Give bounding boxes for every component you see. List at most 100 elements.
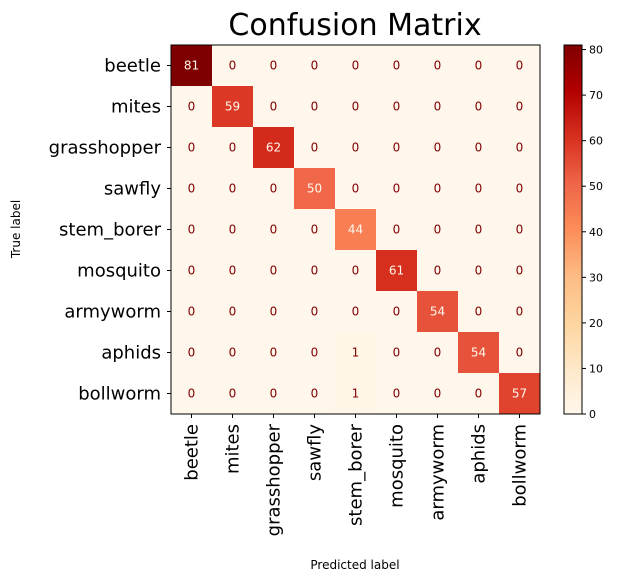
- cell-value: 0: [434, 182, 442, 196]
- matrix-cell: [335, 168, 377, 210]
- matrix-cell: [294, 291, 336, 333]
- matrix-cell: [294, 127, 336, 169]
- colorbar: [563, 44, 583, 415]
- cell-value: 0: [311, 305, 319, 319]
- matrix-cell: [294, 209, 336, 251]
- cell-value: 0: [393, 305, 401, 319]
- matrix-cell: [212, 127, 254, 169]
- y-tick-label: grasshopper: [49, 138, 162, 159]
- colorbar-tick-label: 10: [589, 362, 603, 375]
- matrix-cell: [458, 250, 500, 292]
- cell-value: 0: [516, 223, 524, 237]
- matrix-cell: [212, 250, 254, 292]
- matrix-cell: [417, 127, 459, 169]
- matrix-cell: [335, 209, 377, 251]
- cell-value: 0: [311, 141, 319, 155]
- x-tick-label: sawfly: [305, 424, 326, 481]
- matrix-cell: [212, 209, 254, 251]
- matrix-cell: [294, 250, 336, 292]
- matrix-cell: [335, 86, 377, 128]
- matrix-cell: [335, 291, 377, 333]
- matrix-cell: [253, 291, 295, 333]
- y-tick-label: beetle: [104, 56, 161, 77]
- y-tick-labels: beetle mites grasshopper sawfly stem_borermo…: [49, 56, 171, 405]
- matrix-cell: [417, 291, 459, 333]
- cell-value: 0: [188, 264, 196, 278]
- matrix-cell: [458, 332, 500, 374]
- cell-value: 0: [188, 141, 196, 155]
- cell-value: 0: [475, 141, 483, 155]
- x-tick-label: bollworm: [510, 424, 531, 507]
- matrix-cell: [376, 168, 418, 210]
- matrix-cell: [499, 209, 541, 251]
- matrix-cell: [499, 250, 541, 292]
- matrix-cell: [253, 332, 295, 374]
- cell-value: 0: [434, 387, 442, 401]
- matrix-cell: [212, 291, 254, 333]
- cell-value: 57: [512, 387, 527, 401]
- matrix-cell: [212, 45, 254, 87]
- matrix-cell: [294, 332, 336, 374]
- cell-value: 0: [475, 59, 483, 73]
- matrix-cell: [458, 168, 500, 210]
- cell-value: 61: [389, 264, 404, 278]
- matrix-cell: [253, 45, 295, 87]
- matrix-cell: [253, 168, 295, 210]
- cell-value: 0: [434, 346, 442, 360]
- x-tick-label: grasshopper: [264, 423, 285, 536]
- x-tick-label: aphids: [469, 424, 490, 484]
- colorbar-tick-label: 70: [589, 89, 603, 102]
- cell-value: 0: [270, 223, 278, 237]
- matrix-cell: [376, 209, 418, 251]
- y-tick-label: mosquito: [77, 261, 161, 282]
- matrix-cell: [335, 373, 377, 415]
- matrix-cell: [171, 168, 213, 210]
- y-tick-label: sawfly: [104, 179, 161, 200]
- matrix-cell: [294, 373, 336, 415]
- cell-value: 0: [229, 387, 237, 401]
- matrix-cell: [458, 373, 500, 415]
- matrix-cell: [376, 373, 418, 415]
- cell-value: 62: [266, 141, 281, 155]
- cell-value: 0: [393, 59, 401, 73]
- matrix-cell: [417, 373, 459, 415]
- cell-value: 0: [393, 182, 401, 196]
- matrix-cell: [417, 86, 459, 128]
- colorbar-tick-label: 60: [589, 135, 603, 148]
- cell-value: 0: [311, 264, 319, 278]
- matrix-cell: [171, 209, 213, 251]
- cell-value: 0: [516, 59, 524, 73]
- matrix-cell: [171, 45, 213, 87]
- cell-value: 1: [352, 387, 360, 401]
- cell-value: 0: [393, 141, 401, 155]
- matrix-cell: [212, 86, 254, 128]
- matrix-cell: [499, 127, 541, 169]
- y-axis-label: True label: [9, 200, 23, 259]
- cell-value: 0: [311, 100, 319, 114]
- cell-value: 0: [270, 182, 278, 196]
- matrix-cell: [417, 332, 459, 374]
- cell-value: 54: [471, 346, 486, 360]
- cell-value: 0: [270, 100, 278, 114]
- cell-value: 0: [475, 387, 483, 401]
- cell-value: 0: [229, 305, 237, 319]
- matrix-cell: [335, 332, 377, 374]
- cell-value: 0: [229, 59, 237, 73]
- cell-value: 0: [475, 182, 483, 196]
- cell-value: 0: [393, 387, 401, 401]
- cell-value: 0: [270, 264, 278, 278]
- matrix-cell: [499, 45, 541, 87]
- matrix-cell: [171, 291, 213, 333]
- y-tick-label: aphids: [101, 343, 161, 364]
- cell-value: 0: [393, 223, 401, 237]
- cell-value: 0: [270, 59, 278, 73]
- cell-value: 0: [393, 100, 401, 114]
- matrix-cell: [376, 332, 418, 374]
- matrix-cell: [376, 250, 418, 292]
- cell-value: 0: [311, 346, 319, 360]
- cell-value: 0: [475, 223, 483, 237]
- cell-value: 0: [311, 59, 319, 73]
- colorbar-tick-label: 50: [589, 180, 603, 193]
- cell-value: 0: [516, 305, 524, 319]
